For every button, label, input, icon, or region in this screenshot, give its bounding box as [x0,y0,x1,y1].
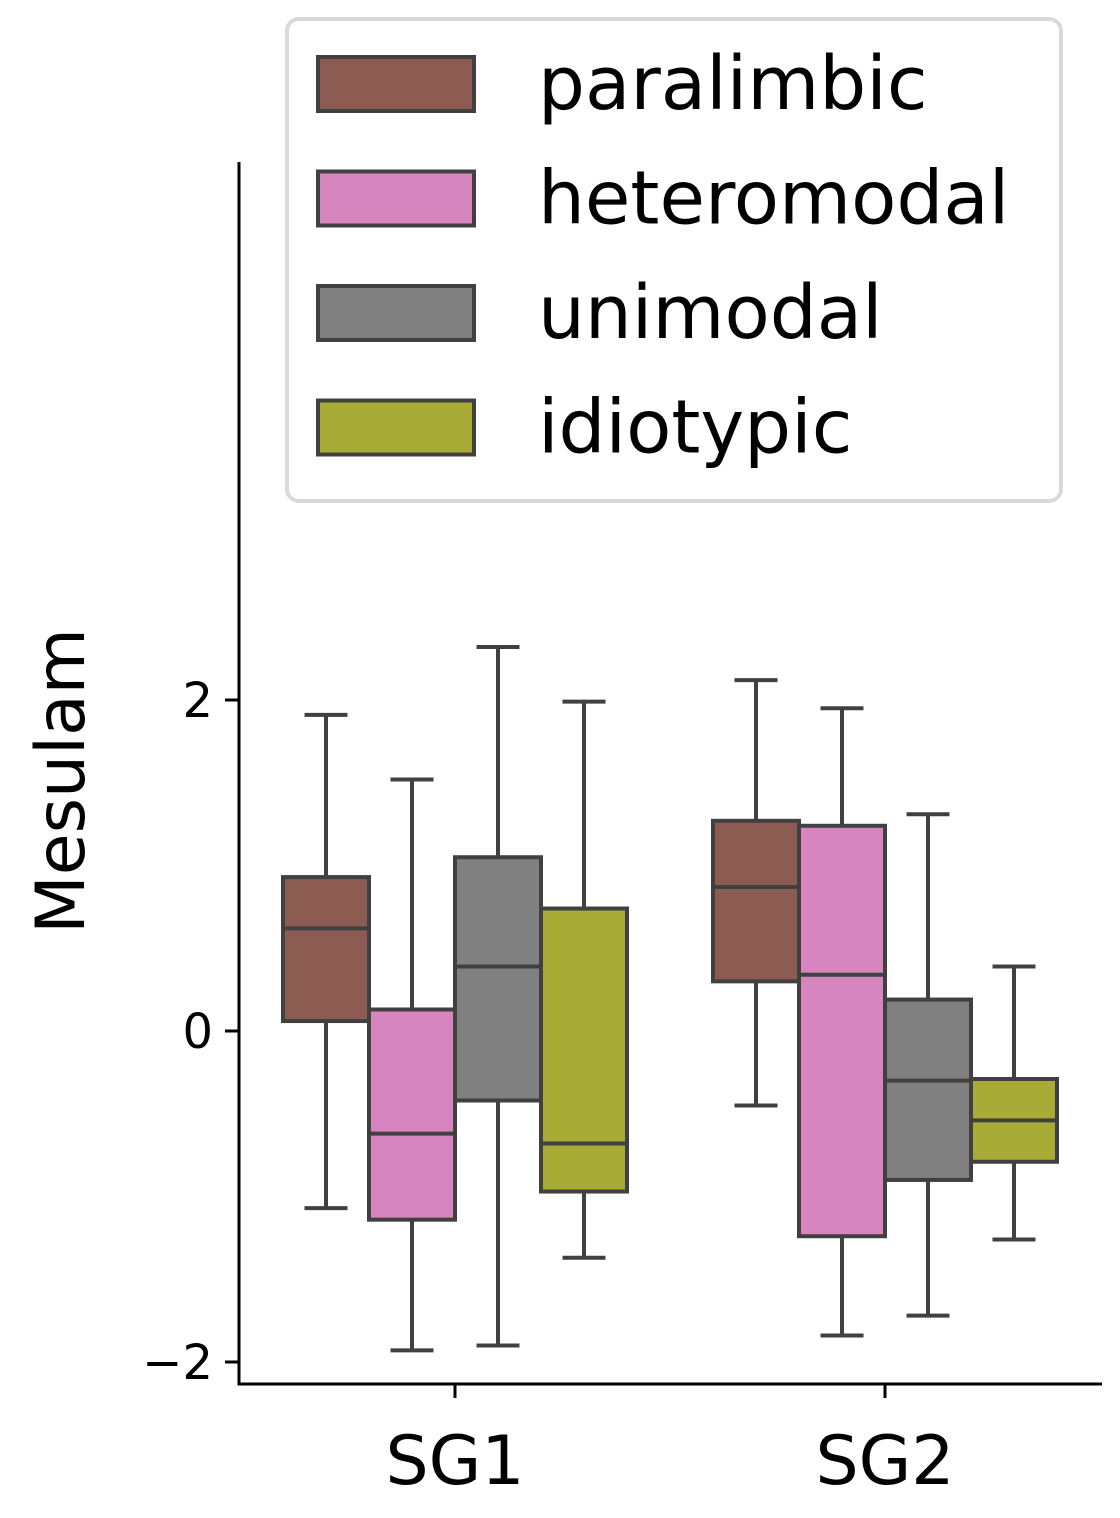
box-idiotypic-SG1 [539,699,629,1260]
legend-swatch [316,55,476,113]
box-paralimbic-SG2 [711,678,801,1108]
box-iqr [453,855,543,1103]
legend-entry-paralimbic: paralimbic [316,41,928,127]
legend-swatch [316,169,476,228]
box-iqr [539,906,629,1194]
legend-swatch [316,284,476,342]
y-axis-label: Mesulam [22,628,101,934]
legend-entry-idiotypic: idiotypic [316,385,852,471]
axes [237,162,1102,1386]
legend: paralimbic heteromodal unimodal idiotypic [285,17,1063,503]
box-iqr [711,818,801,984]
legend-label: heteromodal [538,156,1009,242]
box-unimodal-SG1 [453,645,543,1348]
legend-label: paralimbic [538,41,928,127]
legend-entry-heteromodal: heteromodal [316,156,1009,242]
box-unimodal-SG2 [883,812,973,1318]
y-tick-label: 2 [182,673,213,729]
x-tick-label: SG1 [385,1422,524,1501]
legend-entry-unimodal: unimodal [316,270,883,356]
x-ticks: SG1 SG2 [385,1384,955,1501]
legend-label: idiotypic [538,385,852,471]
box-iqr [367,1007,457,1222]
box-iqr [797,823,887,1239]
boxes-layer [281,645,1059,1353]
x-tick-label: SG2 [815,1422,954,1501]
legend-frame [285,17,1063,503]
box-paralimbic-SG1 [281,712,371,1211]
legend-swatch [316,398,476,457]
box-iqr [281,875,371,1024]
y-tick-label: −2 [142,1335,213,1391]
box-idiotypic-SG2 [969,964,1059,1242]
y-ticks: −2 0 2 [142,673,239,1391]
box-heteromodal-SG1 [367,777,457,1353]
y-tick-label: 0 [182,1004,213,1060]
box-iqr [883,997,973,1182]
box-heteromodal-SG2 [797,706,887,1338]
legend-label: unimodal [538,270,883,356]
